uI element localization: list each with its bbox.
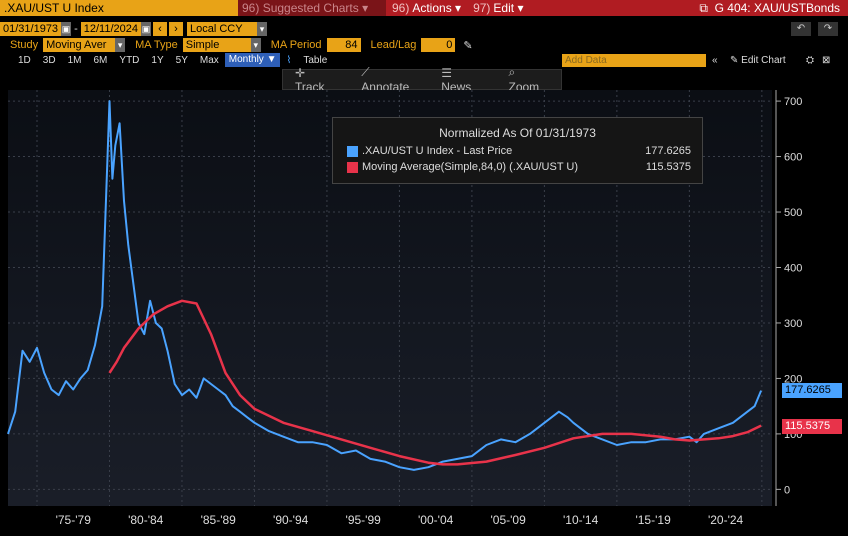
add-data-field[interactable]: Add Data [562,53,706,67]
chart-type-icon[interactable]: ⌇ [286,54,292,66]
news-icon: ☰ [441,65,453,80]
y-tick-label: 700 [784,96,802,108]
price-series-line [7,100,763,471]
ma-period-label: MA Period [270,39,322,51]
x-tick-label: '95-'99 [346,513,382,527]
start-date-field[interactable]: 01/31/1973 [0,22,62,36]
suggested-label: Suggested Charts [262,1,359,15]
study-select[interactable]: Moving Aver [43,38,116,52]
ticker-field[interactable]: .XAU/UST U Index [0,0,238,16]
y-tick-label: 600 [784,152,802,164]
legend-name-price: .XAU/UST U Index - Last Price [362,145,513,157]
collapse-icon[interactable]: « [712,54,718,66]
edit-num: 97) [473,1,491,15]
legend-value-price: 177.6265 [645,145,691,157]
legend-swatch-price [347,145,358,157]
chevron-down-icon: ▾ [517,1,524,15]
leadlag-field[interactable]: 0 [421,38,456,52]
ma-type-select[interactable]: Simple [182,38,251,52]
period-3d[interactable]: 3D [42,54,56,66]
frequency-select[interactable]: Monthly ▼ [224,53,281,67]
edit-chart-label: Edit Chart [741,54,786,66]
settings-icon[interactable]: ⛭ [806,54,814,66]
chevron-down-icon[interactable]: ▾ [256,22,267,36]
actions-button[interactable]: 96) Actions ▾ [386,0,468,16]
annotate-icon: ⟋ [361,65,370,79]
calendar-icon[interactable]: ▣ [61,22,72,36]
ma-badge: 115.5375 [782,418,842,434]
legend-value-ma: 115.5375 [645,161,691,173]
x-tick-label: '90-'94 [273,513,309,527]
chart-toolbar: ✛ Track ⟋ Annotate ☰ News ⌕ Zoom [282,65,562,94]
x-tick-label: '85-'89 [201,513,237,527]
end-date-field[interactable]: 12/11/2024 [80,22,141,36]
pencil-icon[interactable]: ✎ [463,39,473,52]
calendar-icon[interactable]: ▣ [140,22,151,36]
y-tick-label: 500 [784,207,802,219]
period-5y[interactable]: 5Y [175,54,188,66]
period-ytd[interactable]: YTD [119,54,140,66]
crosshair-icon: ✛ [295,65,306,80]
suggested-num: 96 [242,1,256,15]
table-button[interactable]: Table [303,54,328,66]
study-bar: Study Moving Aver ▾ MA Type Simple ▾ MA … [0,38,848,52]
x-tick-label: '75-'79 [56,513,92,527]
magnifier-icon: ⌕ [508,65,516,79]
suggested-charts-button[interactable]: 96) Suggested Charts ▾ [238,0,386,16]
redo-icon[interactable]: ↷ [818,22,838,36]
chevron-down-icon[interactable]: ▾ [115,38,126,52]
edit-label: Edit [493,1,515,15]
legend-name-ma: Moving Average(Simple,84,0) (.XAU/UST U) [362,161,579,173]
x-tick-label: '80-'84 [128,513,164,527]
study-label: Study [10,39,39,51]
legend-item-price[interactable]: .XAU/UST U Index - Last Price 177.6265 [347,145,697,158]
actions-label: Actions [412,1,452,15]
last-price-badge: 177.6265 [782,382,842,398]
chevron-down-icon: ▾ [362,1,369,15]
legend-swatch-ma [347,161,358,173]
y-tick-label: 400 [784,262,802,274]
period-1m[interactable]: 1M [67,54,82,66]
y-tick-label: 300 [784,318,802,330]
edit-chart-button[interactable]: ✎ Edit Chart [730,54,786,66]
period-max[interactable]: Max [199,54,219,66]
currency-select[interactable]: Local CCY [186,22,257,36]
x-tick-label: '15-'19 [635,513,671,527]
period-1d[interactable]: 1D [18,54,31,66]
x-tick-label: '00-'04 [418,513,454,527]
period-bar: 1D 3D 1M 6M YTD 1Y 5Y Max Monthly ▼ ⌇ Ta… [0,53,848,67]
x-tick-label: '05-'09 [491,513,527,527]
export-icon[interactable]: ⧉ [699,1,708,15]
leadlag-label: Lead/Lag [370,39,417,51]
period-6m[interactable]: 6M [93,54,108,66]
title-bar: .XAU/UST U Index 96) Suggested Charts ▾ … [0,0,848,16]
y-tick-label: 200 [784,373,802,385]
date-separator: - [74,23,78,35]
chevron-down-icon[interactable]: ▾ [250,38,261,52]
actions-num: 96) [392,1,410,15]
undo-icon[interactable]: ↶ [791,22,811,36]
legend[interactable]: Normalized As Of 01/31/1973 .XAU/UST U I… [332,117,703,184]
ma-type-label: MA Type [135,39,178,51]
ticker-text: .XAU/UST U Index [4,1,104,15]
chart-title: ⧉ G 404: XAU/USTBonds [691,0,848,16]
moving-average-line [108,299,762,466]
ma-period-field[interactable]: 84 [326,38,361,52]
edit-button[interactable]: 97) Edit ▾ [467,0,530,16]
chart-title-text: G 404: XAU/USTBonds [714,1,840,15]
prev-period-button[interactable]: ‹ [152,22,167,36]
frequency-text: Monthly [228,54,264,65]
x-tick-label: '10-'14 [563,513,599,527]
y-tick-label: 0 [784,484,790,496]
legend-title: Normalized As Of 01/31/1973 [439,126,596,140]
legend-item-ma[interactable]: Moving Average(Simple,84,0) (.XAU/UST U)… [347,161,697,174]
chevron-down-icon: ▾ [455,1,462,15]
date-range-bar: 01/31/1973 ▣ - 12/11/2024 ▣ ‹ › Local CC… [0,22,848,36]
chart-options-icon[interactable]: ⊠ [822,54,831,66]
next-period-button[interactable]: › [168,22,183,36]
x-tick-label: '20-'24 [708,513,744,527]
period-1y[interactable]: 1Y [151,54,164,66]
